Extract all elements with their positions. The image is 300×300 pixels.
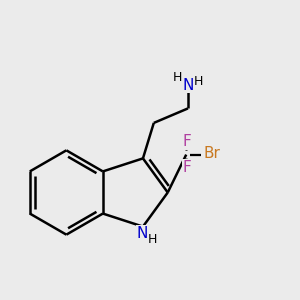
Text: Br: Br — [203, 146, 220, 161]
Text: F: F — [182, 160, 191, 175]
Text: F: F — [182, 134, 191, 149]
Text: H: H — [193, 75, 203, 88]
Text: H: H — [148, 233, 157, 247]
Text: N: N — [136, 226, 148, 241]
Text: H: H — [173, 71, 183, 84]
Text: N: N — [182, 78, 194, 93]
